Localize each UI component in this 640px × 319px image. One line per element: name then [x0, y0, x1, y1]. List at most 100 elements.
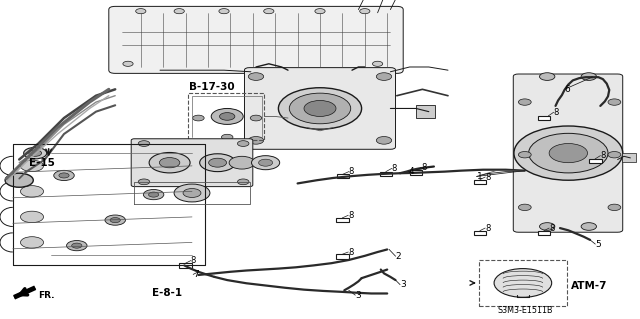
- Circle shape: [29, 150, 42, 156]
- Circle shape: [608, 99, 621, 105]
- Circle shape: [581, 73, 596, 80]
- Circle shape: [237, 141, 249, 146]
- Circle shape: [237, 179, 249, 185]
- Text: S3M3-E1511B: S3M3-E1511B: [497, 306, 553, 315]
- Text: 3: 3: [400, 280, 406, 289]
- Circle shape: [248, 137, 264, 144]
- Circle shape: [315, 9, 325, 14]
- Circle shape: [174, 184, 210, 202]
- Circle shape: [608, 152, 621, 158]
- Text: 8: 8: [392, 164, 397, 173]
- Circle shape: [5, 173, 33, 187]
- Text: 2: 2: [396, 252, 401, 261]
- Bar: [380, 172, 392, 176]
- Circle shape: [20, 186, 44, 197]
- Circle shape: [518, 152, 531, 158]
- Circle shape: [540, 73, 555, 80]
- Text: 8: 8: [485, 173, 490, 182]
- Bar: [474, 180, 486, 184]
- Circle shape: [136, 9, 146, 14]
- Circle shape: [138, 179, 150, 185]
- Circle shape: [264, 9, 274, 14]
- Circle shape: [159, 158, 180, 168]
- Circle shape: [518, 204, 531, 211]
- Circle shape: [549, 144, 588, 163]
- FancyBboxPatch shape: [109, 6, 403, 73]
- Text: 5: 5: [595, 240, 601, 249]
- Bar: [538, 116, 550, 120]
- FancyBboxPatch shape: [513, 74, 623, 232]
- Circle shape: [221, 134, 233, 140]
- Text: 8: 8: [600, 151, 605, 160]
- Circle shape: [211, 108, 243, 124]
- Circle shape: [540, 223, 555, 230]
- Circle shape: [608, 204, 621, 211]
- Bar: [479, 260, 567, 306]
- Text: 8: 8: [485, 224, 490, 233]
- Circle shape: [72, 243, 82, 248]
- Bar: [336, 218, 349, 222]
- Text: E-8-1: E-8-1: [152, 288, 182, 299]
- Bar: [622, 153, 636, 162]
- Circle shape: [149, 152, 190, 173]
- Circle shape: [193, 115, 204, 121]
- Circle shape: [143, 189, 164, 200]
- Text: 8: 8: [549, 224, 554, 233]
- Bar: [474, 231, 486, 235]
- Text: 8: 8: [191, 256, 196, 265]
- Circle shape: [252, 156, 280, 170]
- Text: 8: 8: [348, 248, 353, 256]
- FancyBboxPatch shape: [244, 68, 396, 149]
- Circle shape: [20, 237, 44, 248]
- Circle shape: [24, 147, 47, 159]
- Circle shape: [229, 156, 255, 169]
- Circle shape: [183, 189, 201, 197]
- Circle shape: [54, 170, 74, 181]
- Circle shape: [278, 88, 362, 129]
- Circle shape: [220, 113, 235, 120]
- Circle shape: [200, 154, 236, 172]
- Circle shape: [123, 61, 133, 66]
- Text: 1: 1: [477, 172, 483, 181]
- Circle shape: [289, 93, 351, 124]
- Circle shape: [248, 73, 264, 80]
- Bar: [188, 93, 264, 140]
- Circle shape: [174, 9, 184, 14]
- Circle shape: [529, 133, 608, 173]
- Text: 8: 8: [348, 211, 353, 220]
- Text: ATM-7: ATM-7: [571, 280, 607, 291]
- Circle shape: [67, 241, 87, 251]
- Circle shape: [494, 269, 552, 297]
- Circle shape: [259, 159, 273, 166]
- Circle shape: [518, 99, 531, 105]
- Text: 8: 8: [421, 163, 426, 172]
- Circle shape: [105, 215, 125, 225]
- Circle shape: [20, 211, 44, 223]
- Circle shape: [376, 137, 392, 144]
- Bar: [538, 231, 550, 235]
- Text: 3: 3: [355, 291, 361, 300]
- Circle shape: [360, 9, 370, 14]
- Circle shape: [148, 192, 159, 197]
- Bar: [337, 174, 349, 178]
- Circle shape: [376, 73, 392, 80]
- Circle shape: [110, 218, 120, 223]
- Circle shape: [20, 160, 44, 172]
- Text: FR.: FR.: [38, 291, 55, 300]
- Circle shape: [372, 61, 383, 66]
- Circle shape: [59, 173, 69, 178]
- Circle shape: [209, 158, 227, 167]
- FancyBboxPatch shape: [131, 139, 253, 187]
- Circle shape: [581, 223, 596, 230]
- Circle shape: [304, 100, 336, 116]
- Circle shape: [514, 126, 623, 180]
- Circle shape: [250, 115, 262, 121]
- Text: 7: 7: [193, 270, 199, 279]
- Text: B-17-30: B-17-30: [189, 82, 234, 93]
- Text: 6: 6: [564, 85, 570, 94]
- Bar: [336, 254, 349, 259]
- Text: 8: 8: [554, 108, 559, 117]
- Text: 8: 8: [349, 167, 354, 176]
- Text: 4: 4: [408, 167, 414, 176]
- Bar: [179, 263, 192, 268]
